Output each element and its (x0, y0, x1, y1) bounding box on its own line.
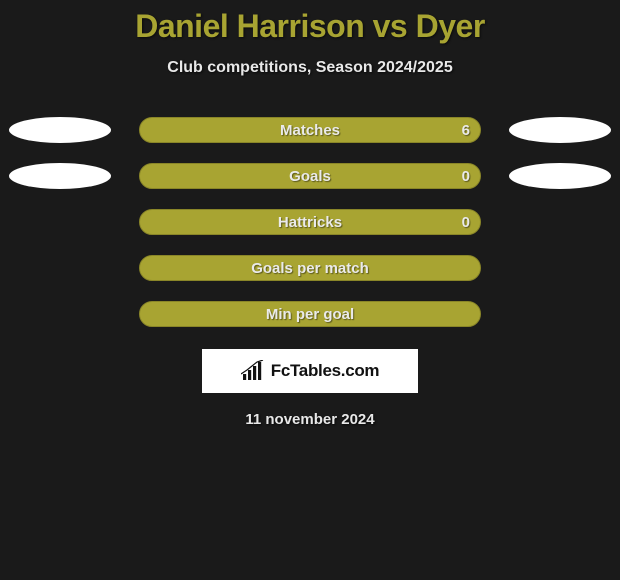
player-ellipse-right (509, 117, 611, 143)
stat-row-gpm: Goals per match (0, 255, 620, 281)
player-ellipse-left (9, 163, 111, 189)
stat-row-mpg: Min per goal (0, 301, 620, 327)
subtitle: Club competitions, Season 2024/2025 (0, 59, 620, 77)
brand-label: FcTables.com (271, 361, 380, 381)
player-ellipse-right (509, 163, 611, 189)
stat-bar: Goals 0 (139, 163, 481, 189)
stat-bar: Goals per match (139, 255, 481, 281)
bar-chart-icon (241, 360, 267, 382)
stat-label: Hattricks (278, 214, 342, 231)
stat-label: Goals (289, 168, 331, 185)
stat-row-goals: Goals 0 (0, 163, 620, 189)
player-ellipse-left (9, 117, 111, 143)
stat-value: 0 (462, 214, 470, 231)
stat-label: Goals per match (251, 260, 369, 277)
page-title: Daniel Harrison vs Dyer (0, 8, 620, 45)
comparison-card: Daniel Harrison vs Dyer Club competition… (0, 0, 620, 428)
brand-box[interactable]: FcTables.com (202, 349, 418, 393)
stat-bar: Matches 6 (139, 117, 481, 143)
stat-row-matches: Matches 6 (0, 117, 620, 143)
date-stamp: 11 november 2024 (0, 411, 620, 428)
stat-bar: Min per goal (139, 301, 481, 327)
stat-row-hattricks: Hattricks 0 (0, 209, 620, 235)
stat-label: Min per goal (266, 306, 354, 323)
stat-bar: Hattricks 0 (139, 209, 481, 235)
stat-rows: Matches 6 Goals 0 Hattricks 0 Goals (0, 117, 620, 327)
stat-value: 6 (462, 122, 470, 139)
stat-value: 0 (462, 168, 470, 185)
stat-label: Matches (280, 122, 340, 139)
